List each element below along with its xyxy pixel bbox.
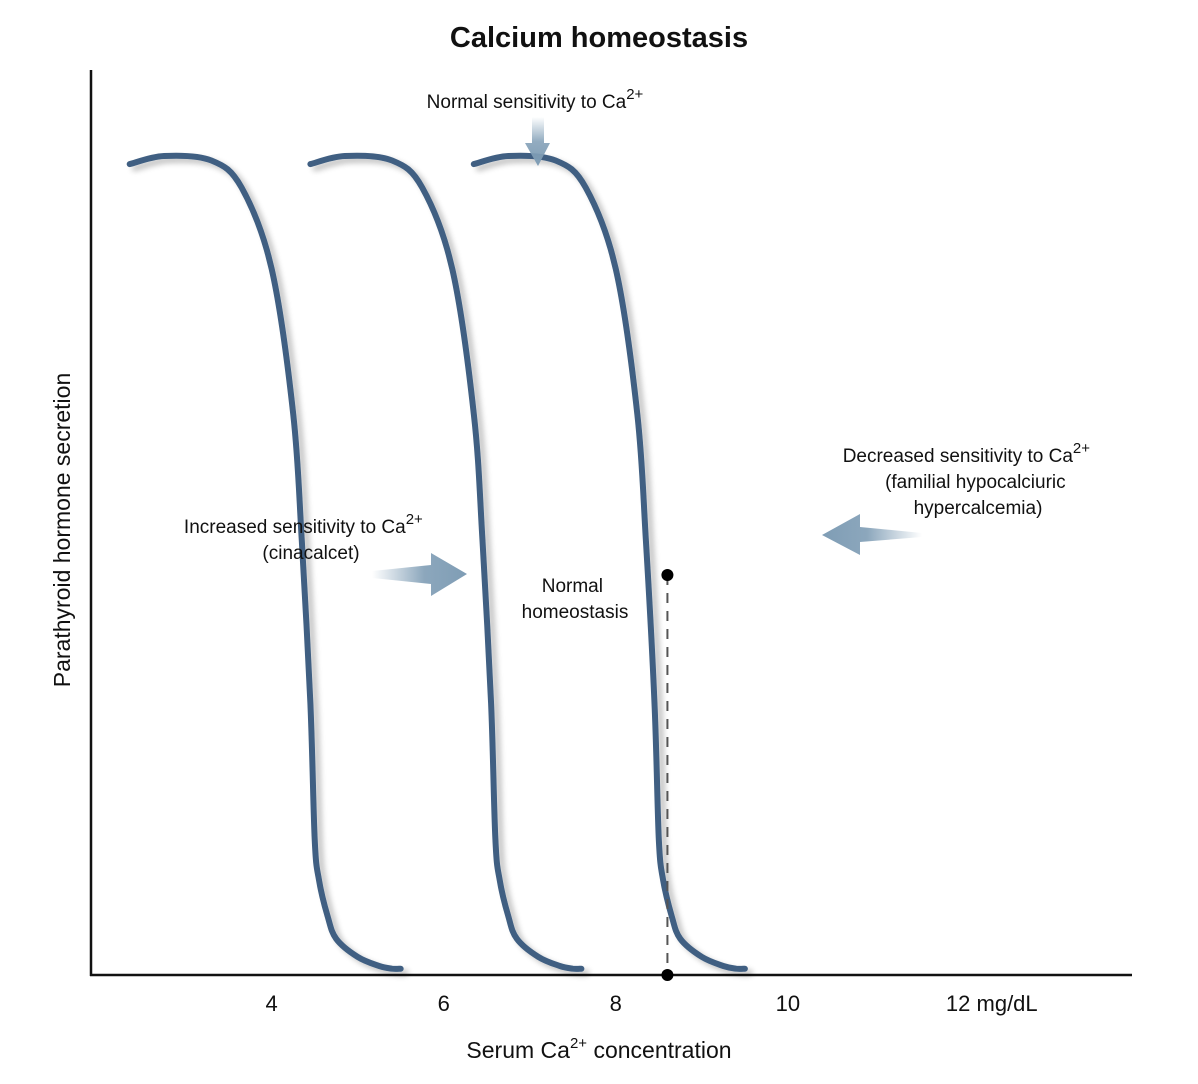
normal-homeostasis-point xyxy=(661,568,674,581)
chart-title: Calcium homeostasis xyxy=(450,22,748,54)
increased-sensitivity-arrow xyxy=(372,553,467,596)
pth-curve-decreased xyxy=(470,152,748,972)
normal-homeostasis-label: Normal homeostasis xyxy=(522,576,629,623)
x-tick-label: 6 xyxy=(438,991,450,1016)
pth-curve-increased xyxy=(126,152,404,972)
normal-axis-point xyxy=(661,969,674,981)
increased-sensitivity-label: Increased sensitivity to Ca2+ (cinacalce… xyxy=(184,508,428,564)
x-axis-label: Serum Ca2+ concentration xyxy=(466,1035,731,1063)
x-tick-labels: 4 6 8 10 12 mg/dL xyxy=(266,991,1038,1016)
curve-group xyxy=(126,152,748,972)
x-tick-label: 8 xyxy=(610,991,622,1016)
x-tick-label: 12 mg/dL xyxy=(946,991,1038,1016)
x-tick-label: 10 xyxy=(776,991,800,1016)
y-axis-label: Parathyroid hormone secretion xyxy=(49,373,75,688)
pth-curve-normal xyxy=(307,152,585,972)
x-tick-label: 4 xyxy=(266,991,278,1016)
normal-sensitivity-arrow xyxy=(525,117,550,166)
decreased-sensitivity-label: Decreased sensitivity to Ca2+ (familial … xyxy=(843,437,1096,519)
decreased-sensitivity-arrow xyxy=(822,514,922,555)
normal-sensitivity-label: Normal sensitivity to Ca2+ xyxy=(427,86,644,113)
